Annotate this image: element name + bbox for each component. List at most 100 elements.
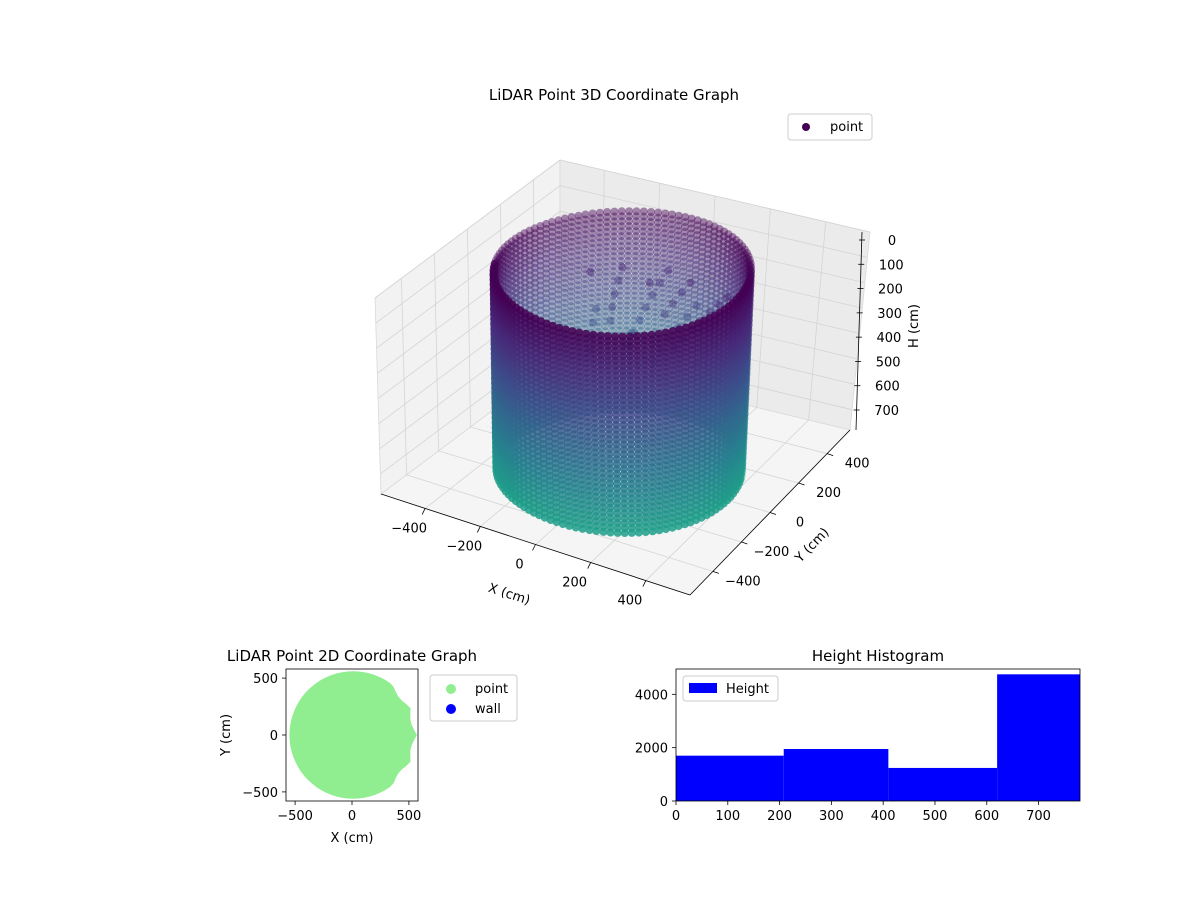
scatter-point xyxy=(625,217,633,226)
scatter-point xyxy=(631,252,640,260)
scatter-point xyxy=(627,528,636,537)
scatter-point xyxy=(602,277,611,286)
scatter-point xyxy=(588,269,596,278)
scatter-point xyxy=(672,281,681,290)
scatter-point xyxy=(511,259,520,268)
scatter-point xyxy=(718,267,727,276)
scatter-point xyxy=(734,263,743,272)
scatter-point xyxy=(581,245,590,254)
scatter-point xyxy=(592,304,600,313)
scatter-point xyxy=(501,277,510,286)
scatter-point xyxy=(536,256,545,265)
scatter-point xyxy=(530,244,539,253)
scatter-point xyxy=(637,301,646,310)
scatter-point xyxy=(746,270,755,279)
scatter-point xyxy=(581,260,590,269)
scatter-point xyxy=(542,299,551,308)
scatter-point xyxy=(697,262,706,271)
scatter-point xyxy=(734,248,743,257)
scatter-point xyxy=(703,264,712,273)
scatter-point xyxy=(548,272,557,281)
scatter-point xyxy=(725,292,734,301)
scatter-point xyxy=(530,224,539,233)
scatter-point xyxy=(689,310,698,319)
scatter-point xyxy=(601,287,610,296)
scatter-point xyxy=(713,269,722,278)
scatter-point xyxy=(686,239,695,248)
scatter-point xyxy=(744,257,753,266)
scatter-point xyxy=(618,263,627,272)
x-tick-label-2d: −500 xyxy=(277,809,313,824)
scatter-point xyxy=(631,242,640,250)
scatter-point xyxy=(746,271,755,280)
scatter-point xyxy=(616,281,625,290)
scatter-point xyxy=(658,303,667,312)
scatter-point xyxy=(652,273,661,282)
scatter-point xyxy=(666,260,675,269)
x-tick-label-histogram: 0 xyxy=(672,809,680,824)
x-tick-label-histogram: 200 xyxy=(767,809,792,824)
scatter-point xyxy=(501,282,510,291)
scatter-point xyxy=(603,213,612,221)
scatter-point xyxy=(525,276,534,285)
scatter-point xyxy=(651,312,659,321)
scatter-point xyxy=(525,286,534,295)
scatter-point xyxy=(610,290,619,298)
scatter-point xyxy=(560,249,569,258)
scatter-point xyxy=(602,257,611,266)
scatter-point xyxy=(660,229,669,238)
scatter-point xyxy=(609,267,618,276)
z-tick-label-3d: 700 xyxy=(874,404,899,419)
scatter-point xyxy=(671,291,680,300)
scatter-point xyxy=(724,235,733,244)
scatter-point xyxy=(693,226,702,235)
scatter-point xyxy=(588,249,597,258)
scatter-point xyxy=(609,292,617,300)
scatter-point xyxy=(708,257,717,266)
scatter-point xyxy=(580,290,589,298)
scatter-point xyxy=(639,222,648,231)
scatter-point xyxy=(673,256,682,265)
scatter-point xyxy=(708,277,716,286)
scatter-point xyxy=(606,528,615,537)
scatter-point xyxy=(658,288,667,297)
scatter-point xyxy=(501,273,510,281)
scatter-point xyxy=(646,213,655,221)
scatter-point xyxy=(745,255,754,264)
scatter-point xyxy=(617,222,626,231)
scatter-point xyxy=(581,255,590,264)
scatter-point xyxy=(659,264,668,273)
scatter-point xyxy=(498,261,507,270)
x-tick-3d xyxy=(642,580,647,587)
scatter-point xyxy=(701,304,710,313)
scatter-point xyxy=(639,207,648,216)
scatter-point xyxy=(664,319,673,328)
scatter-point xyxy=(561,224,569,233)
x-tick-label-histogram: 700 xyxy=(1026,809,1051,824)
scatter-point xyxy=(678,282,687,291)
scatter-point xyxy=(560,318,569,327)
scatter-point xyxy=(740,260,748,269)
scatter-point xyxy=(548,302,557,311)
scatter-point xyxy=(697,277,705,286)
scatter-point xyxy=(567,307,576,316)
scatter-point xyxy=(668,210,677,219)
scatter-point xyxy=(623,306,631,315)
scatter-point xyxy=(709,247,718,256)
scatter-point xyxy=(588,214,597,223)
scatter-point xyxy=(674,226,683,235)
scatter-point xyxy=(508,267,516,275)
scatter-point xyxy=(554,295,563,304)
scatter-point xyxy=(574,241,583,250)
scatter-point xyxy=(554,305,563,314)
scatter-point xyxy=(690,300,699,309)
scatter-point xyxy=(609,287,618,296)
x-tick-label-histogram: 500 xyxy=(923,809,948,824)
scatter-point xyxy=(530,229,539,238)
scatter-point xyxy=(536,296,545,305)
scatter-point xyxy=(690,285,699,294)
scatter-point xyxy=(734,253,743,262)
scatter-point xyxy=(712,299,720,308)
scatter-point xyxy=(724,240,732,249)
scatter-point xyxy=(699,223,708,232)
